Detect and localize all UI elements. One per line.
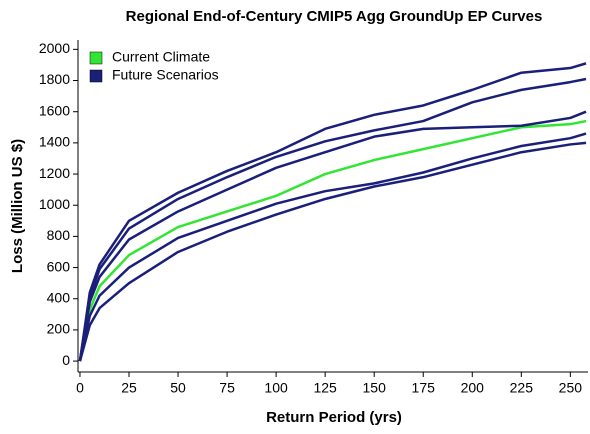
legend-swatch [89, 51, 103, 65]
y-tick-label: 2000 [39, 40, 70, 56]
y-tick-label: 1200 [39, 165, 70, 181]
x-axis-label: Return Period (yrs) [266, 409, 402, 426]
x-tick-label: 25 [121, 380, 137, 396]
x-tick-label: 200 [461, 380, 485, 396]
x-tick-label: 250 [559, 380, 583, 396]
chart-title: Regional End-of-Century CMIP5 Agg Ground… [126, 8, 543, 25]
line [78, 77, 587, 362]
y-tick-label: 1400 [39, 134, 70, 150]
y-tick-label: 0 [62, 352, 70, 368]
line [78, 132, 587, 362]
x-tick-label: 0 [76, 380, 84, 396]
y-tick-label: 200 [47, 321, 71, 337]
x-tick-label: 75 [219, 380, 235, 396]
y-tick-label: 600 [47, 258, 71, 274]
legend-label: Future Scenarios [112, 67, 219, 83]
y-tick-label: 1000 [39, 196, 70, 212]
y-tick-label: 800 [47, 227, 71, 243]
x-tick-label: 175 [412, 380, 436, 396]
x-tick-label: 225 [510, 380, 534, 396]
x-tick-label: 150 [363, 380, 387, 396]
line [78, 110, 587, 362]
line [78, 141, 587, 362]
x-tick-label: 50 [170, 380, 186, 396]
legend-swatch [89, 69, 103, 83]
line [78, 62, 587, 362]
y-tick-label: 1600 [39, 102, 70, 118]
line [78, 119, 587, 362]
y-tick-label: 1800 [39, 71, 70, 87]
x-tick-label: 125 [313, 380, 337, 396]
x-tick-label: 100 [264, 380, 288, 396]
y-tick-label: 400 [47, 289, 71, 305]
legend-label: Current Climate [112, 49, 210, 65]
y-axis-label: Loss (Million US $) [9, 139, 26, 273]
